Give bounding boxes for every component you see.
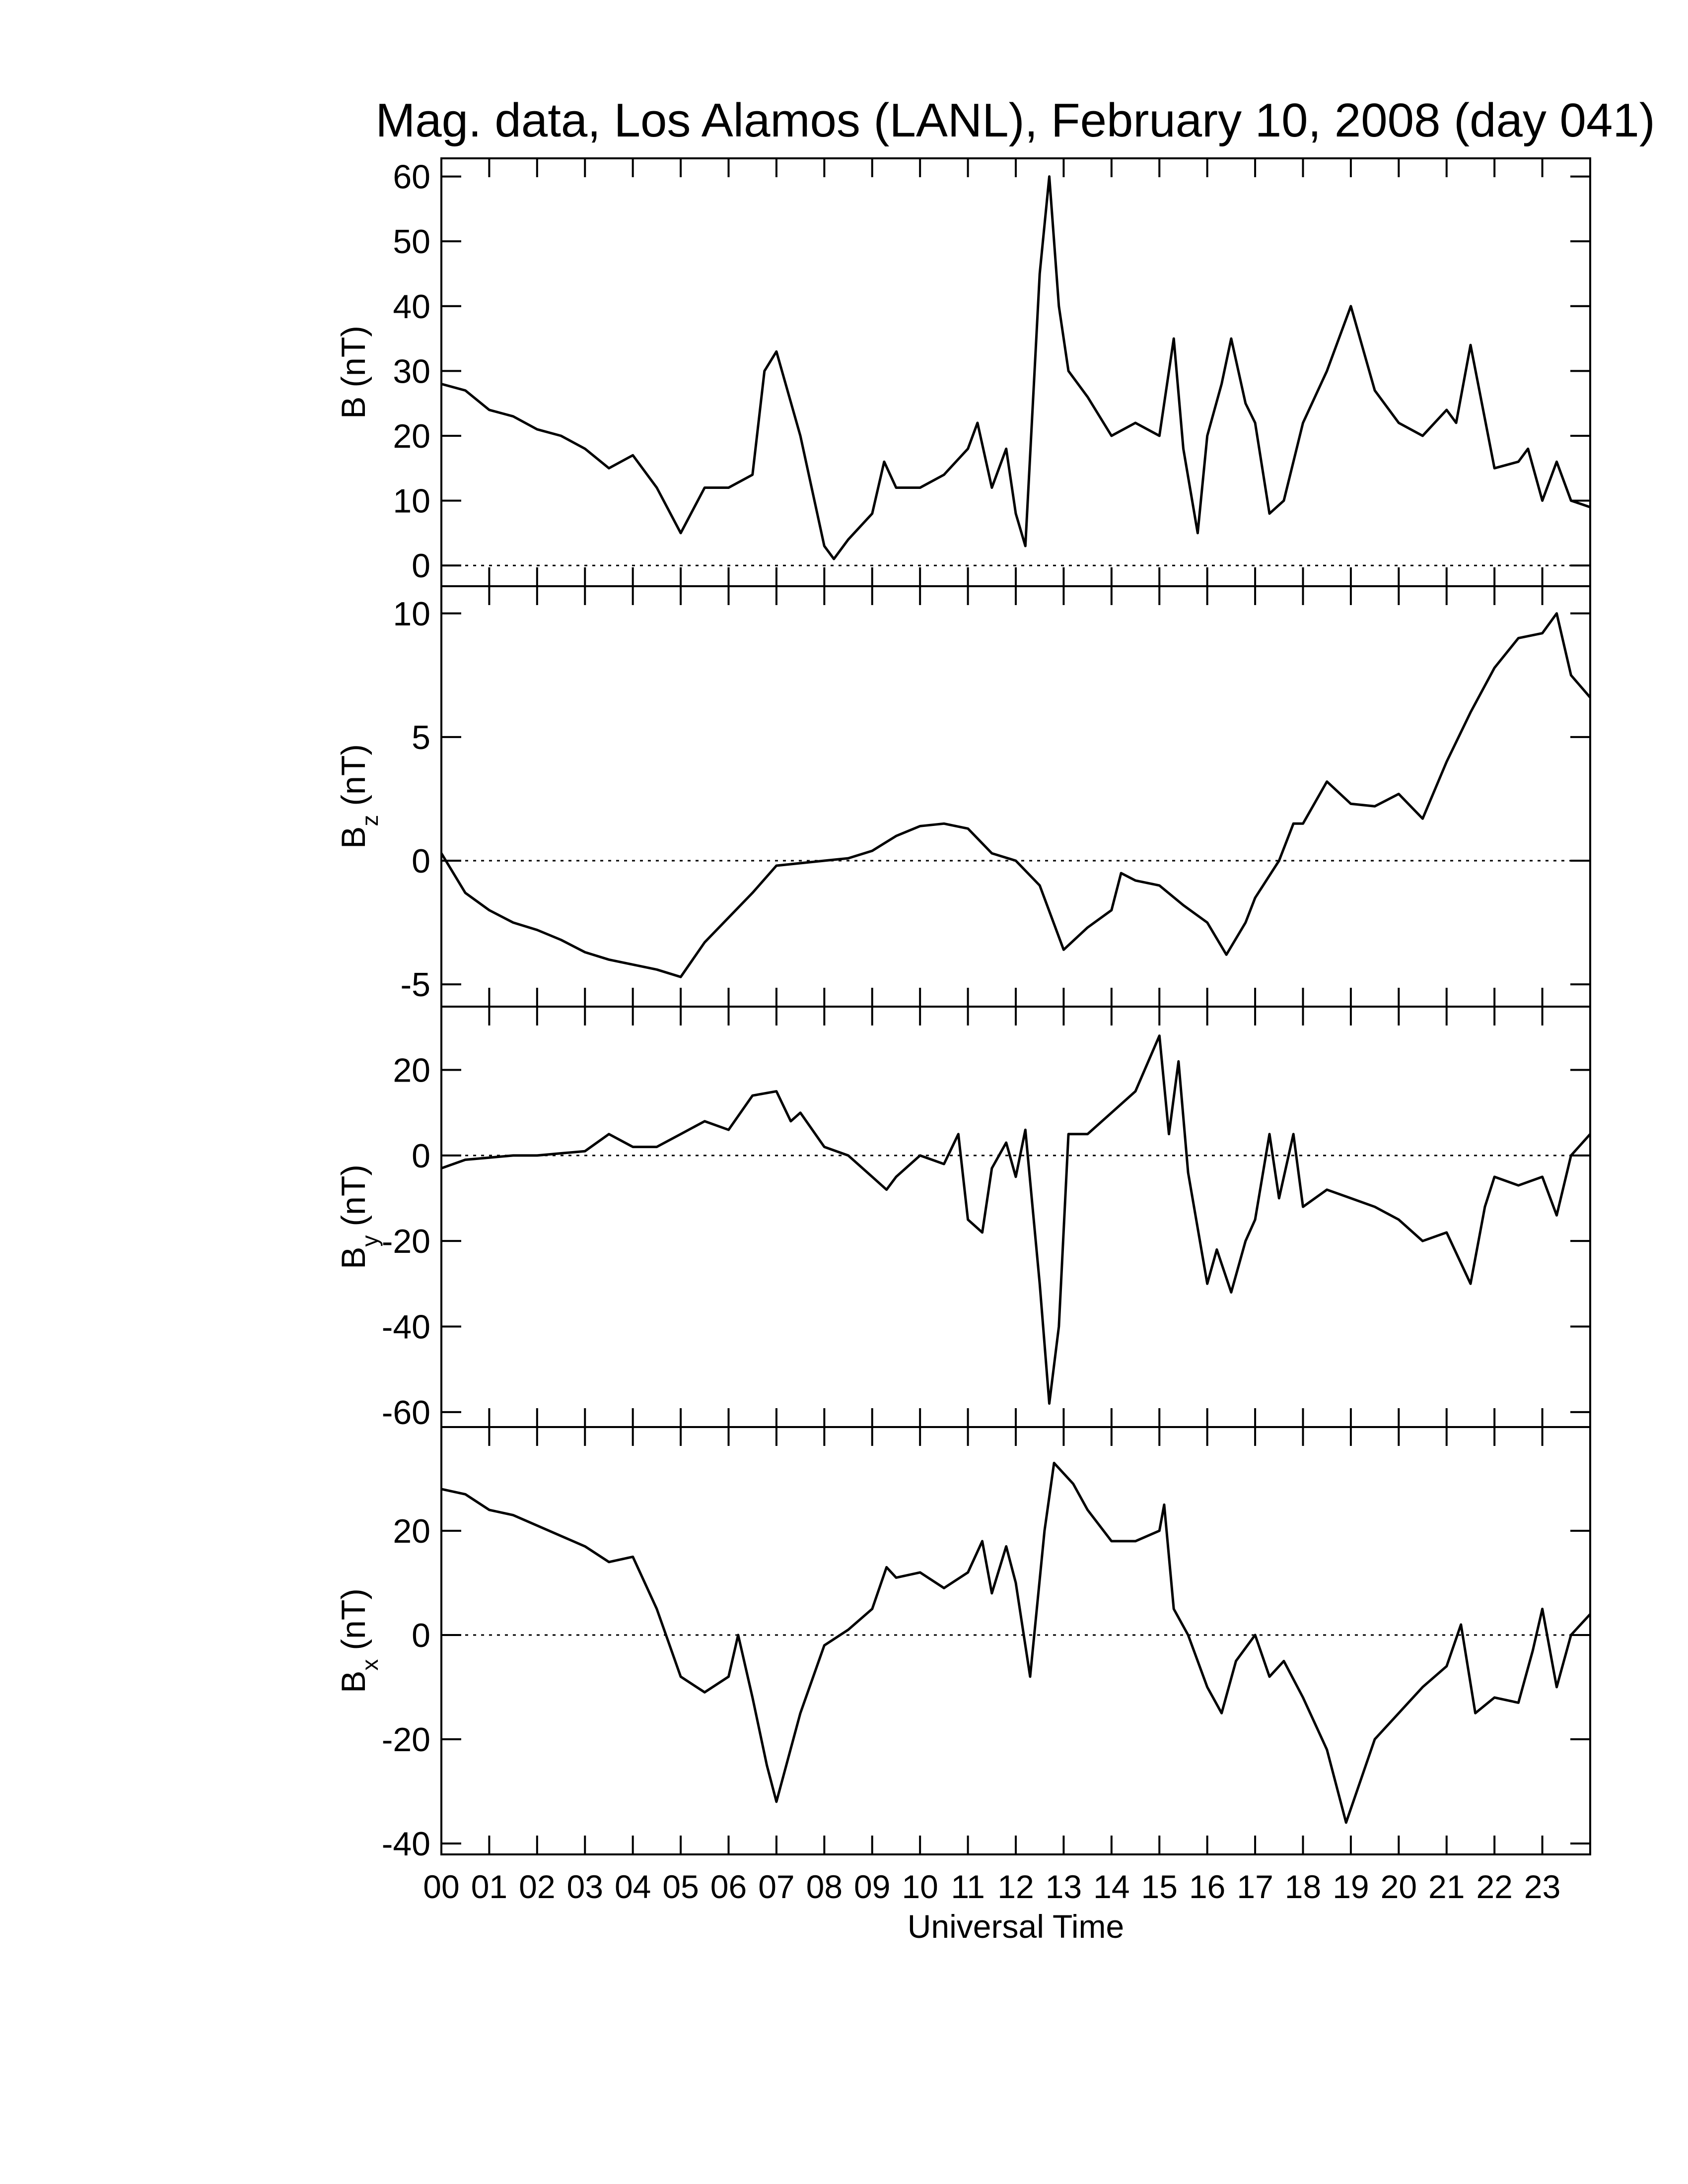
y-label-symbol: B [335, 1671, 372, 1693]
chart-title: Mag. data, Los Alamos (LANL), February 1… [375, 94, 1655, 147]
x-tick-label: 16 [1189, 1868, 1225, 1905]
y-tick-label: 40 [393, 288, 430, 326]
y-label-symbol: B [335, 826, 372, 849]
y-tick-label: 50 [393, 223, 430, 261]
x-tick-label: 07 [758, 1868, 794, 1905]
y-label-unit: (nT) [335, 326, 372, 388]
x-tick-label: 19 [1333, 1868, 1369, 1905]
x-tick-label: 02 [519, 1868, 555, 1905]
y-label-subscript: y [357, 1235, 383, 1247]
x-tick-label: 10 [902, 1868, 938, 1905]
y-tick-label: 20 [393, 417, 430, 455]
y-axis-label: B (nT) [335, 326, 372, 419]
data-line [441, 1034, 1591, 1405]
plot-frame [440, 1426, 1591, 1855]
x-axis-label: Universal Time [908, 1908, 1124, 1945]
y-tick-label: 10 [393, 595, 430, 633]
x-tick-label: 04 [615, 1868, 651, 1905]
y-tick-label: 5 [412, 719, 430, 756]
x-tick-label: 01 [471, 1868, 507, 1905]
y-tick-label: -20 [382, 1223, 430, 1260]
y-tick-label: 0 [412, 842, 430, 880]
y-tick-label: 0 [412, 1617, 430, 1654]
y-axis-label: By (nT) [335, 1164, 383, 1269]
x-tick-label: 08 [806, 1868, 843, 1905]
x-tick-label: 22 [1476, 1868, 1512, 1905]
y-label-unit: (nT) [335, 1588, 372, 1650]
x-tick-label: 12 [997, 1868, 1034, 1905]
data-line [441, 175, 1591, 560]
y-tick-label: -40 [382, 1308, 430, 1346]
x-tick-label: 13 [1046, 1868, 1082, 1905]
y-label-unit: (nT) [335, 1164, 372, 1227]
x-tick-label: 17 [1237, 1868, 1273, 1905]
y-axis-label: Bz (nT) [335, 744, 383, 849]
y-tick-label: 0 [412, 547, 430, 585]
y-label-subscript: x [357, 1659, 383, 1671]
y-tick-label: 30 [393, 352, 430, 390]
y-label-subscript: z [357, 815, 383, 826]
x-tick-label: 06 [710, 1868, 747, 1905]
y-tick-label: -40 [382, 1825, 430, 1863]
y-tick-label: 20 [393, 1512, 430, 1550]
x-tick-label: 20 [1381, 1868, 1417, 1905]
y-tick-label: 20 [393, 1052, 430, 1090]
x-tick-label: 11 [951, 1868, 985, 1905]
data-line [441, 1461, 1591, 1824]
plot-frame [440, 1006, 1591, 1428]
x-tick-label: 09 [854, 1868, 890, 1905]
plot-frame [440, 585, 1591, 1008]
x-tick-label: 15 [1141, 1868, 1178, 1905]
y-label-symbol: B [335, 1247, 372, 1269]
y-tick-label: 60 [393, 158, 430, 196]
y-tick-label: -5 [401, 966, 430, 1004]
y-tick-label: -60 [382, 1394, 430, 1432]
y-label-unit: (nT) [335, 744, 372, 806]
y-label-symbol: B [335, 397, 372, 419]
x-tick-label: 18 [1285, 1868, 1321, 1905]
x-tick-label: 05 [662, 1868, 699, 1905]
data-line [440, 612, 1591, 978]
x-tick-label: 23 [1524, 1868, 1560, 1905]
y-tick-label: 0 [412, 1137, 430, 1175]
x-tick-label: 00 [423, 1868, 459, 1905]
x-tick-label: 03 [567, 1868, 603, 1905]
y-tick-label: 10 [393, 482, 430, 520]
y-tick-label: -20 [382, 1721, 430, 1759]
y-axis-label: Bx (nT) [335, 1588, 383, 1693]
x-tick-label: 21 [1428, 1868, 1465, 1905]
x-tick-label: 14 [1093, 1868, 1129, 1905]
plot-frame [440, 157, 1591, 587]
